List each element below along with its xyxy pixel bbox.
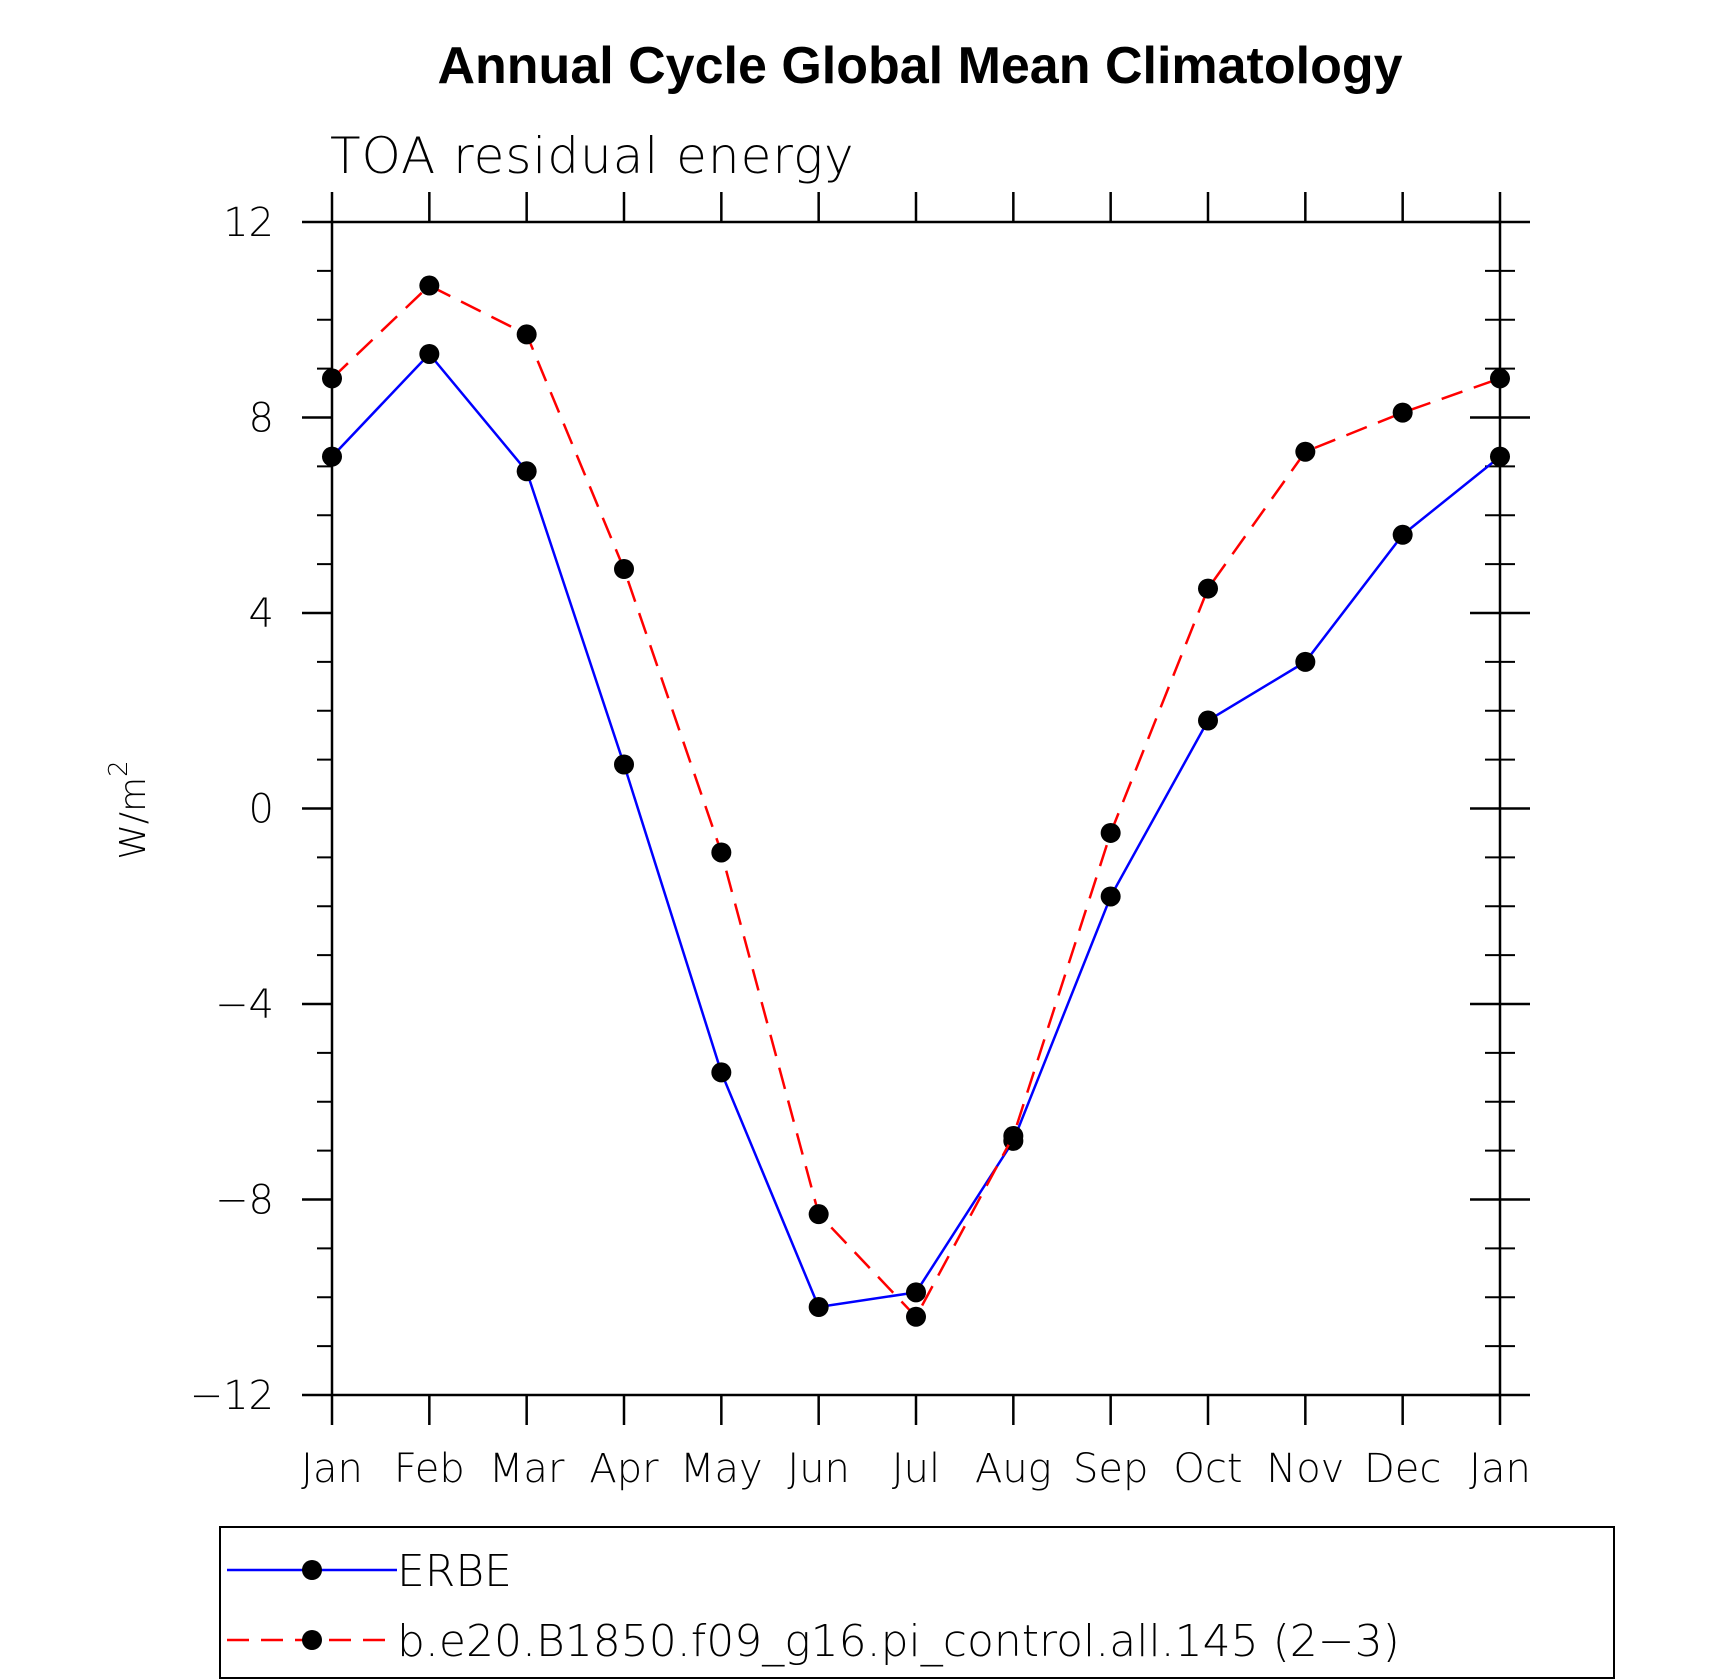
data-point bbox=[711, 1062, 732, 1083]
y-tick-label: −8 bbox=[215, 1178, 274, 1224]
y-tick-label: 4 bbox=[249, 591, 274, 637]
x-tick-label: Jan bbox=[1469, 1446, 1531, 1492]
data-point bbox=[516, 324, 537, 345]
series-line bbox=[331, 352, 1501, 1309]
data-point bbox=[711, 842, 732, 863]
chart-subtitle: TOA residual energy bbox=[330, 127, 855, 185]
data-point bbox=[1490, 446, 1510, 467]
data-point bbox=[1392, 402, 1413, 423]
x-tick-label: Feb bbox=[394, 1446, 465, 1492]
axis-ticks bbox=[302, 192, 1530, 1425]
series-layer bbox=[322, 275, 1510, 1327]
x-tick-label: Mar bbox=[489, 1446, 565, 1492]
x-tick-label: Sep bbox=[1073, 1446, 1148, 1492]
series-line bbox=[331, 284, 1501, 1319]
data-point bbox=[808, 1204, 829, 1225]
x-tick-label: May bbox=[680, 1446, 763, 1492]
y-tick-label: 8 bbox=[249, 396, 274, 442]
legend-box bbox=[219, 1526, 1615, 1679]
data-point bbox=[1392, 524, 1413, 545]
data-point bbox=[516, 461, 537, 482]
y-axis-label-superscript: 2 bbox=[104, 760, 134, 777]
y-tick-label: −12 bbox=[190, 1373, 274, 1419]
data-point bbox=[1198, 578, 1218, 599]
data-point bbox=[1490, 368, 1510, 389]
chart-title: Annual Cycle Global Mean Climatology bbox=[437, 37, 1402, 95]
series-1 bbox=[322, 275, 1510, 1327]
legend-label-erbe: ERBE bbox=[397, 1546, 512, 1597]
y-tick-label: −4 bbox=[215, 982, 274, 1028]
legend-label-model: b.e20.B1850.f09_g16.pi_control.all.145 (… bbox=[397, 1616, 1400, 1667]
data-point bbox=[1295, 441, 1316, 462]
data-point bbox=[1003, 1125, 1024, 1146]
y-tick-labels: 12 8 4 0 −4 −8 −12 bbox=[190, 200, 274, 1419]
x-tick-label: Jul bbox=[892, 1446, 940, 1492]
plot-frame bbox=[330, 220, 1502, 1397]
x-tick-label: Apr bbox=[589, 1446, 659, 1492]
data-point bbox=[419, 343, 440, 364]
legend-marker-model bbox=[302, 1630, 322, 1650]
y-axis-label: W/m2 bbox=[104, 760, 154, 859]
data-point bbox=[1100, 886, 1121, 907]
data-point bbox=[906, 1282, 926, 1303]
data-point bbox=[614, 559, 634, 580]
series-0 bbox=[322, 343, 1510, 1318]
x-tick-label: Aug bbox=[975, 1446, 1052, 1492]
data-point bbox=[322, 368, 342, 389]
x-tick-label: Oct bbox=[1173, 1446, 1242, 1492]
x-tick-label: Jan bbox=[301, 1446, 363, 1492]
x-tick-labels: Jan Feb Mar Apr May Jun Jul Aug Sep Oct Nov Dec Jan bbox=[301, 1446, 1531, 1492]
x-tick-label: Nov bbox=[1266, 1446, 1344, 1492]
data-point bbox=[322, 446, 342, 467]
data-point bbox=[808, 1297, 829, 1318]
data-point bbox=[1100, 822, 1121, 843]
y-tick-label: 0 bbox=[249, 787, 274, 833]
x-tick-label: Jun bbox=[787, 1446, 850, 1492]
x-tick-label: Dec bbox=[1364, 1446, 1441, 1492]
data-point bbox=[1198, 710, 1218, 731]
y-tick-label: 12 bbox=[223, 200, 274, 246]
y-axis-label-base: W/m bbox=[113, 777, 154, 860]
data-point bbox=[906, 1306, 926, 1327]
data-point bbox=[419, 275, 440, 296]
data-point bbox=[614, 754, 634, 775]
data-point bbox=[1295, 651, 1316, 672]
legend: ERBE b.e20.B1850.f09_g16.pi_control.all.… bbox=[219, 1526, 1615, 1679]
legend-marker-erbe bbox=[302, 1560, 322, 1580]
